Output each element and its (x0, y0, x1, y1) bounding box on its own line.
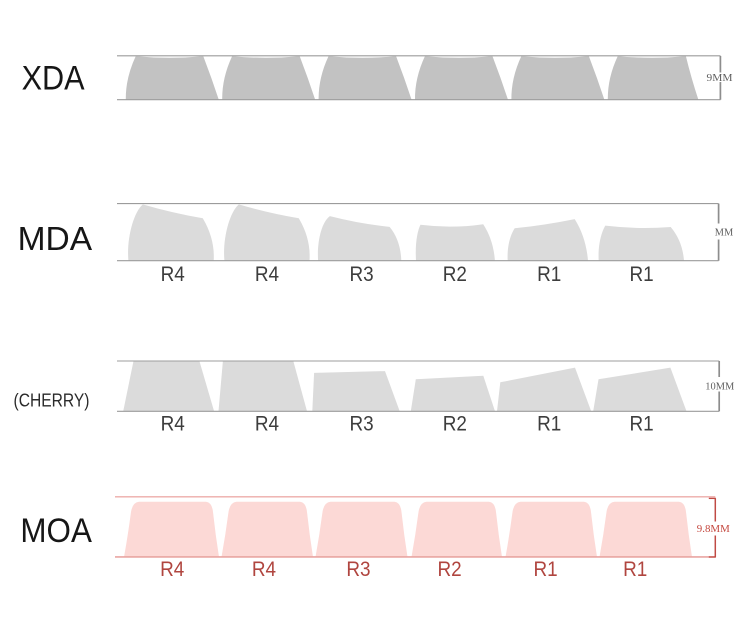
svg-text:MOA: MOA (20, 512, 92, 550)
svg-text:(CHERRY): (CHERRY) (14, 390, 90, 411)
svg-text:10MM: 10MM (705, 382, 735, 393)
svg-text:R2: R2 (443, 412, 467, 435)
svg-text:R4: R4 (252, 558, 276, 581)
svg-text:XDA: XDA (22, 60, 85, 98)
svg-text:R4: R4 (160, 558, 184, 581)
svg-text:R2: R2 (438, 558, 462, 581)
svg-text:R4: R4 (255, 412, 279, 435)
svg-text:R4: R4 (161, 263, 185, 286)
svg-text:MM: MM (715, 227, 734, 238)
svg-text:R1: R1 (630, 412, 654, 435)
svg-text:9.8MM: 9.8MM (697, 523, 730, 535)
svg-text:R4: R4 (255, 263, 279, 286)
svg-text:9MM: 9MM (707, 73, 734, 84)
svg-text:R1: R1 (537, 263, 561, 286)
svg-text:MDA: MDA (18, 221, 93, 258)
svg-text:R4: R4 (161, 412, 185, 435)
svg-text:R3: R3 (346, 558, 370, 581)
svg-text:R2: R2 (443, 263, 467, 286)
svg-text:R1: R1 (630, 263, 654, 286)
svg-text:R1: R1 (623, 558, 647, 581)
svg-text:R3: R3 (350, 263, 374, 286)
svg-text:R1: R1 (537, 412, 561, 435)
svg-text:R1: R1 (534, 558, 558, 581)
svg-text:R3: R3 (350, 412, 374, 435)
